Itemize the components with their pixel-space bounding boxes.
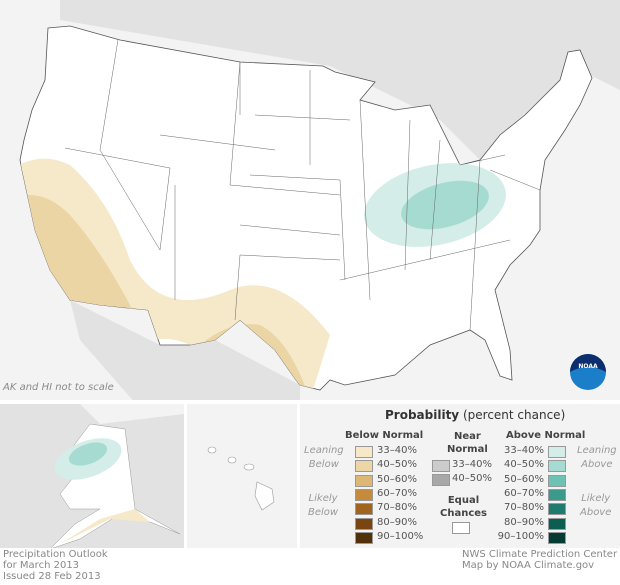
- svg-text:NOAA: NOAA: [578, 363, 598, 370]
- above-swatch: [548, 446, 566, 458]
- above-normal-header: Above Normal: [506, 430, 586, 441]
- below-normal-header: Below Normal: [345, 430, 424, 441]
- legend-title: Probability (percent chance): [385, 408, 566, 422]
- above-label: 40–50%: [504, 459, 544, 471]
- above-label: 80–90%: [504, 516, 544, 528]
- below-label: 40–50%: [377, 459, 417, 471]
- scale-note: AK and HI not to scale: [3, 382, 114, 393]
- below-swatch: [355, 446, 373, 458]
- noaa-logo: NOAA: [570, 354, 606, 390]
- conus-map: NOAA AK and HI not to scale: [0, 0, 620, 445]
- likely-below-label: Likely Below: [308, 493, 339, 518]
- likely-above-label: Likely Above: [580, 493, 612, 518]
- below-swatch: [355, 460, 373, 473]
- above-swatch: [548, 488, 566, 501]
- canada-land: [60, 0, 620, 160]
- legend: Probability (percent chance) Below Norma…: [300, 404, 620, 548]
- above-swatch: [548, 503, 566, 516]
- below-label: 33–40%: [377, 445, 417, 456]
- footer-credit: NWS Climate Prediction Center Map by NOAA…: [462, 549, 618, 571]
- above-label: 50–60%: [504, 473, 544, 485]
- above-label: 70–80%: [504, 502, 544, 514]
- above-swatch: [548, 531, 566, 544]
- state-borders: [64, 39, 541, 331]
- near-swatch: [432, 460, 450, 472]
- hawaii-inset: [187, 404, 297, 548]
- above-label: 60–70%: [504, 487, 544, 499]
- below-swatch: [355, 531, 373, 544]
- near-label: 40–50%: [452, 473, 492, 485]
- near-swatch: [432, 474, 450, 487]
- map-svg: NOAA: [19, 0, 620, 445]
- equal-chances-swatch: [452, 522, 470, 534]
- footer-title: Precipitation Outlook for March 2013 Issue…: [3, 549, 108, 582]
- near-label: 33–40%: [452, 459, 492, 470]
- near-normal-header: Near Normal: [447, 431, 488, 455]
- below-swatch: [355, 517, 373, 530]
- above-swatch: [548, 517, 566, 530]
- above-label: 90–100%: [497, 530, 544, 542]
- equal-chances-label: Equal Chances: [440, 495, 487, 519]
- leaning-below-label: Leaning Below: [304, 445, 344, 470]
- below-label: 90–100%: [377, 530, 424, 542]
- below-swatch: [355, 488, 373, 501]
- alaska-inset: [0, 404, 184, 550]
- above-swatch: [548, 460, 566, 473]
- above-label: 33–40%: [504, 445, 544, 456]
- below-label: 80–90%: [377, 516, 417, 528]
- below-swatch: [355, 503, 373, 516]
- below-swatch: [355, 474, 373, 487]
- below-label: 70–80%: [377, 502, 417, 514]
- above-normal-40-50: [401, 180, 489, 230]
- below-label: 50–60%: [377, 473, 417, 485]
- leaning-above-label: Leaning Above: [577, 445, 617, 470]
- above-swatch: [548, 474, 566, 487]
- below-label: 60–70%: [377, 487, 417, 499]
